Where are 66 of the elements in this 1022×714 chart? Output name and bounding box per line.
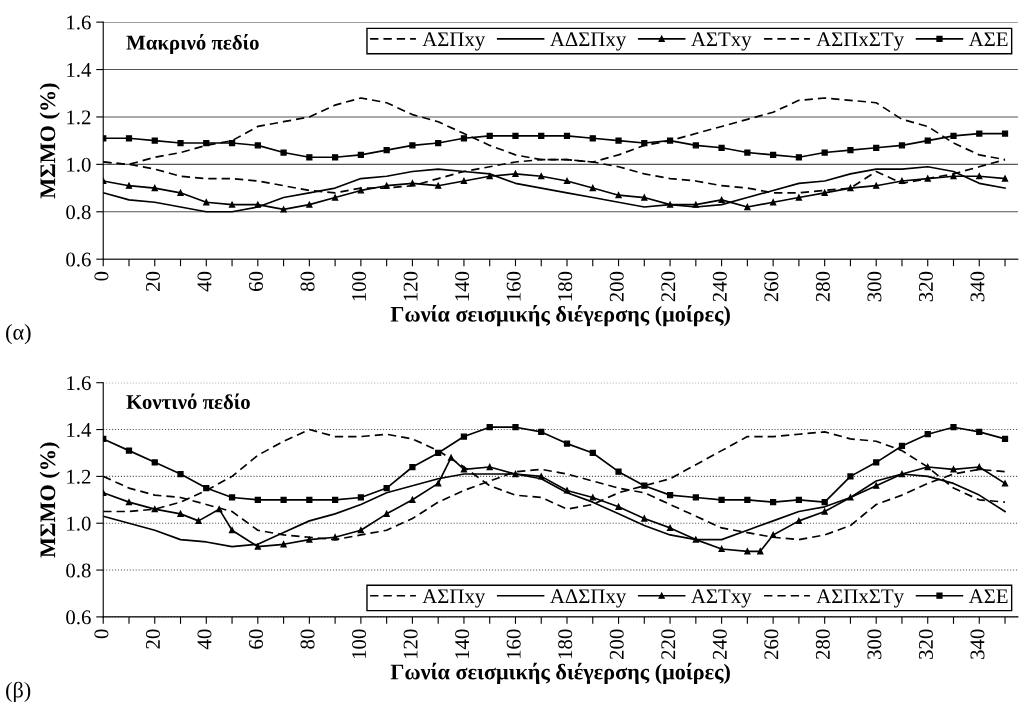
y-tick-label: 0.6	[66, 610, 91, 625]
legend-label: ΑΣΕ	[968, 589, 1008, 604]
x-tick-label: 0	[94, 271, 109, 281]
x-tick-label: 300	[867, 629, 882, 659]
x-tick-label: 60	[248, 629, 264, 649]
y-axis-title: ΜΣΜΟ (%)	[39, 442, 60, 558]
legend-label: ΑΣΠxΣΤy	[816, 589, 904, 608]
x-tick-label: 60	[248, 271, 264, 291]
x-tick-label: 140	[455, 271, 470, 301]
x-tick-label: 220	[661, 629, 676, 660]
y-tick-label: 0.6	[66, 252, 91, 267]
x-tick-label: 100	[352, 271, 367, 301]
y-tick-label: 1.0	[67, 516, 91, 531]
x-tick-label: 180	[558, 271, 573, 301]
x-tick-label: 20	[145, 629, 160, 649]
x-tick-label: 200	[609, 271, 624, 302]
x-tick-label: 260	[764, 629, 779, 660]
y-tick-label: 1.2	[67, 110, 91, 125]
x-tick-label: 80	[300, 271, 315, 292]
x-tick-label: 120	[403, 629, 418, 659]
text: (α)	[6, 324, 31, 345]
x-tick-label: 20	[145, 271, 160, 291]
y-tick-label: 1.4	[67, 63, 92, 78]
legend-label: ΑΔΣΠxy	[550, 589, 627, 608]
x-tick-label: 320	[918, 271, 933, 302]
x-tick-label: 180	[558, 629, 573, 659]
y-tick-label: 0.8	[66, 205, 91, 220]
y-tick-label: 1.2	[67, 469, 91, 484]
x-tick-label: 340	[970, 629, 985, 659]
x-tick-label: 200	[609, 629, 624, 660]
x-tick-label: 280	[815, 629, 830, 660]
x-tick-label: 40	[197, 629, 212, 650]
legend-label: ΑΣΤxy	[691, 589, 752, 608]
legend-label: ΑΣΠxy	[422, 589, 486, 608]
x-tick-label: 80	[300, 629, 315, 649]
y-tick-label: 1.4	[67, 423, 92, 438]
x-tick-label: 260	[764, 271, 779, 302]
legend-label: ΑΣΕ	[968, 32, 1008, 47]
x-tick-label: 140	[455, 629, 470, 659]
x-tick-label: 160	[506, 271, 521, 301]
x-tick-label: 340	[970, 271, 985, 302]
x-tick-label: 240	[712, 629, 727, 660]
x-tick-label: 300	[867, 271, 882, 302]
y-axis-title: ΜΣΜΟ (%)	[39, 83, 60, 199]
x-tick-label: 280	[815, 271, 830, 302]
x-tick-label: 160	[506, 629, 521, 659]
legend-label: ΑΣΠxy	[422, 32, 486, 51]
y-tick-label: 1.6	[67, 376, 91, 391]
chart-title: Κοντινό πεδίο	[126, 393, 250, 410]
x-axis-title: Γωνία σεισμικής διέγερσης (μοίρες)	[390, 662, 730, 684]
text: (β)	[6, 681, 31, 703]
legend-label: ΑΣΤxy	[691, 32, 752, 51]
text: Μακρινό πεδίο	[126, 33, 259, 54]
legend-label: ΑΣΠxΣΤy	[816, 32, 904, 51]
y-tick-label: 1.6	[67, 15, 91, 30]
y-tick-label: 1.0	[67, 157, 91, 172]
x-tick-label: 40	[197, 271, 212, 292]
x-tick-label: 100	[352, 629, 367, 659]
legend-label: ΑΔΣΠxy	[550, 32, 627, 51]
x-tick-label: 220	[661, 271, 676, 302]
x-tick-label: 240	[712, 271, 727, 302]
x-tick-label: 0	[94, 629, 109, 639]
x-tick-label: 320	[918, 629, 933, 659]
x-tick-label: 120	[403, 271, 418, 301]
x-axis-title: Γωνία σεισμικής διέγερσης (μοίρες)	[390, 305, 730, 327]
y-tick-label: 0.8	[66, 563, 91, 578]
